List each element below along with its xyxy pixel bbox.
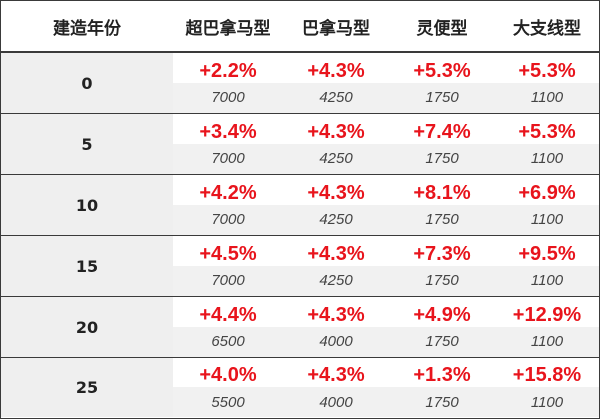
value-cell: +3.4% 7000 — [173, 114, 283, 174]
table-header: 建造年份 超巴拿马型 巴拿马型 灵便型 大支线型 — [1, 1, 599, 53]
rate-value: +5.3% — [389, 53, 495, 83]
value-cell: +5.3% 1100 — [495, 53, 599, 113]
rate-value: +3.4% — [173, 114, 283, 144]
count-value: 1100 — [495, 387, 599, 417]
year-cell: 0 — [1, 53, 173, 113]
rate-value: +4.0% — [173, 358, 283, 388]
value-cell: +15.8% 1100 — [495, 358, 599, 417]
rate-value: +8.1% — [389, 175, 495, 205]
value-cell: +7.4% 1750 — [389, 114, 495, 174]
rate-value: +4.3% — [283, 114, 389, 144]
rate-value: +5.3% — [495, 53, 599, 83]
rate-value: +4.2% — [173, 175, 283, 205]
count-value: 1750 — [389, 265, 495, 296]
count-value: 7000 — [173, 143, 283, 174]
count-value: 4250 — [283, 82, 389, 113]
count-value: 1100 — [495, 143, 599, 174]
count-value: 1750 — [389, 326, 495, 357]
rate-value: +7.4% — [389, 114, 495, 144]
value-cell: +2.2% 7000 — [173, 53, 283, 113]
value-cell: +4.3% 4250 — [283, 114, 389, 174]
value-cell: +12.9% 1100 — [495, 297, 599, 357]
rate-value: +4.9% — [389, 297, 495, 327]
rate-value: +4.3% — [283, 53, 389, 83]
value-cell: +4.5% 7000 — [173, 236, 283, 296]
header-panamax: 巴拿马型 — [283, 1, 389, 51]
value-cell: +6.9% 1100 — [495, 175, 599, 235]
value-cell: +9.5% 1100 — [495, 236, 599, 296]
value-cell: +4.3% 4250 — [283, 53, 389, 113]
header-feeder: 大支线型 — [495, 1, 599, 51]
value-cell: +5.3% 1750 — [389, 53, 495, 113]
count-value: 7000 — [173, 82, 283, 113]
value-cell: +4.9% 1750 — [389, 297, 495, 357]
rate-value: +1.3% — [389, 358, 495, 388]
value-cell: +8.1% 1750 — [389, 175, 495, 235]
value-cell: +4.0% 5500 — [173, 358, 283, 417]
rate-value: +4.3% — [283, 358, 389, 388]
value-cell: +7.3% 1750 — [389, 236, 495, 296]
count-value: 1750 — [389, 204, 495, 235]
value-cell: +1.3% 1750 — [389, 358, 495, 417]
header-year: 建造年份 — [1, 1, 173, 51]
year-cell: 10 — [1, 175, 173, 235]
table-row: 20 +4.4% 6500 +4.3% 4000 +4.9% 1750 +12.9% 1100 — [1, 297, 599, 358]
count-value: 1750 — [389, 387, 495, 417]
header-post-panamax: 超巴拿马型 — [173, 1, 283, 51]
rate-value: +4.3% — [283, 297, 389, 327]
value-cell: +4.3% 4250 — [283, 236, 389, 296]
year-cell: 5 — [1, 114, 173, 174]
rate-value: +12.9% — [495, 297, 599, 327]
count-value: 4250 — [283, 265, 389, 296]
rate-value: +4.5% — [173, 236, 283, 266]
header-handy: 灵便型 — [389, 1, 495, 51]
rate-value: +4.4% — [173, 297, 283, 327]
rate-value: +4.3% — [283, 236, 389, 266]
count-value: 1100 — [495, 204, 599, 235]
count-value: 6500 — [173, 326, 283, 357]
count-value: 4250 — [283, 204, 389, 235]
rate-value: +5.3% — [495, 114, 599, 144]
table-row: 15 +4.5% 7000 +4.3% 4250 +7.3% 1750 +9.5% 1100 — [1, 236, 599, 297]
value-cell: +4.3% 4000 — [283, 358, 389, 417]
year-cell: 25 — [1, 358, 173, 417]
count-value: 7000 — [173, 204, 283, 235]
table-row: 10 +4.2% 7000 +4.3% 4250 +8.1% 1750 +6.9% 1100 — [1, 175, 599, 236]
table-body: 0 +2.2% 7000 +4.3% 4250 +5.3% 1750 +5.3% 1100 5 +3… — [1, 53, 599, 417]
count-value: 7000 — [173, 265, 283, 296]
rate-value: +6.9% — [495, 175, 599, 205]
value-cell: +4.3% 4000 — [283, 297, 389, 357]
rate-value: +7.3% — [389, 236, 495, 266]
count-value: 4000 — [283, 387, 389, 417]
count-value: 1100 — [495, 326, 599, 357]
count-value: 4250 — [283, 143, 389, 174]
count-value: 4000 — [283, 326, 389, 357]
rate-value: +15.8% — [495, 358, 599, 388]
count-value: 5500 — [173, 387, 283, 417]
table-row: 25 +4.0% 5500 +4.3% 4000 +1.3% 1750 +15.8% 1100 — [1, 358, 599, 417]
rate-value: +2.2% — [173, 53, 283, 83]
value-cell: +4.2% 7000 — [173, 175, 283, 235]
value-cell: +4.3% 4250 — [283, 175, 389, 235]
value-cell: +4.4% 6500 — [173, 297, 283, 357]
count-value: 1100 — [495, 82, 599, 113]
count-value: 1100 — [495, 265, 599, 296]
value-cell: +5.3% 1100 — [495, 114, 599, 174]
rate-value: +9.5% — [495, 236, 599, 266]
table-row: 5 +3.4% 7000 +4.3% 4250 +7.4% 1750 +5.3% 1100 — [1, 114, 599, 175]
year-cell: 15 — [1, 236, 173, 296]
rate-value: +4.3% — [283, 175, 389, 205]
table-row: 0 +2.2% 7000 +4.3% 4250 +5.3% 1750 +5.3% 1100 — [1, 53, 599, 114]
count-value: 1750 — [389, 82, 495, 113]
count-value: 1750 — [389, 143, 495, 174]
year-cell: 20 — [1, 297, 173, 357]
